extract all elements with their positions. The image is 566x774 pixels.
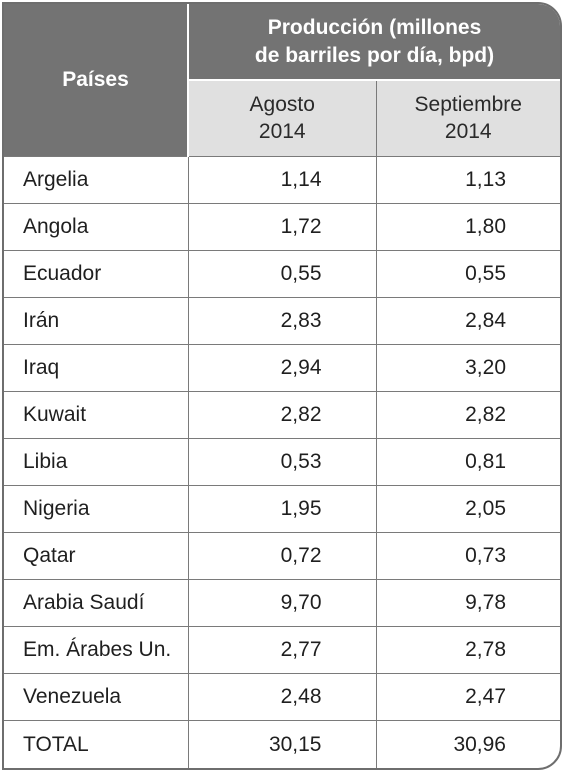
table-row: Venezuela 2,48 2,47 (4, 673, 560, 722)
country-cell: Arabia Saudí (4, 579, 189, 628)
country-cell: Angola (4, 202, 189, 251)
agosto-value-cell: 0,53 (187, 437, 377, 486)
septiembre-value-cell: 2,82 (375, 390, 560, 439)
country-cell: Irán (4, 296, 189, 345)
agosto-value-cell: 0,72 (187, 531, 377, 581)
country-cell: Venezuela (4, 673, 189, 722)
country-cell: Libia (4, 437, 189, 486)
table-row: Irán 2,83 2,84 (4, 296, 560, 345)
header-produccion-line1: Producción (millones (267, 16, 482, 40)
septiembre-value-cell: 0,73 (375, 531, 560, 581)
header-septiembre-year: 2014 (444, 120, 492, 144)
septiembre-value-cell: 9,78 (375, 579, 560, 628)
header-produccion-line2: de barriles por día, bpd) (254, 43, 495, 67)
agosto-value-cell: 1,14 (187, 155, 377, 204)
country-cell: TOTAL (4, 720, 189, 768)
table-row: Nigeria 1,95 2,05 (4, 484, 560, 534)
septiembre-value-cell: 2,05 (375, 484, 560, 534)
agosto-value-cell: 1,72 (187, 202, 377, 251)
agosto-value-cell: 1,95 (187, 484, 377, 534)
agosto-value-cell: 9,70 (187, 579, 377, 628)
agosto-value-cell: 2,77 (187, 626, 377, 675)
septiembre-value-cell: 3,20 (375, 343, 560, 392)
country-cell: Argelia (4, 155, 189, 204)
country-cell: Iraq (4, 343, 189, 392)
agosto-value-cell: 2,82 (187, 390, 377, 439)
header-produccion: Producción (millones de barriles por día… (187, 4, 560, 81)
table-row: Em. Árabes Un. 2,77 2,78 (4, 626, 560, 675)
country-cell: Kuwait (4, 390, 189, 439)
septiembre-value-cell: 0,81 (375, 437, 560, 486)
table-row: Qatar 0,72 0,73 (4, 531, 560, 581)
agosto-value-cell: 30,15 (187, 720, 377, 768)
septiembre-value-cell: 1,80 (375, 202, 560, 251)
table-row: Arabia Saudí 9,70 9,78 (4, 579, 560, 628)
septiembre-value-cell: 2,84 (375, 296, 560, 345)
oil-production-table: Países Producción (millones de barriles … (4, 4, 560, 768)
table-row: Ecuador 0,55 0,55 (4, 249, 560, 298)
table-row: Kuwait 2,82 2,82 (4, 390, 560, 439)
septiembre-value-cell: 2,47 (375, 673, 560, 722)
country-cell: Em. Árabes Un. (4, 626, 189, 675)
table-body: Argelia 1,14 1,13 Angola 1,72 1,80 Ecuador 0,55… (4, 155, 560, 768)
agosto-value-cell: 2,94 (187, 343, 377, 392)
header-septiembre-2014: Septiembre 2014 (375, 79, 560, 157)
septiembre-value-cell: 0,55 (375, 249, 560, 298)
agosto-value-cell: 2,48 (187, 673, 377, 722)
septiembre-value-cell: 30,96 (375, 720, 560, 768)
table-row: Argelia 1,14 1,13 (4, 155, 560, 204)
header-agosto-month: Agosto (249, 92, 315, 116)
header-agosto-year: 2014 (258, 120, 306, 144)
septiembre-value-cell: 2,78 (375, 626, 560, 675)
header-agosto-2014: Agosto 2014 (188, 79, 377, 157)
header-paises: Países (4, 4, 189, 157)
total-row: TOTAL 30,15 30,96 (4, 720, 560, 768)
septiembre-value-cell: 1,13 (375, 155, 560, 204)
header-septiembre-month: Septiembre (414, 92, 522, 116)
country-cell: Qatar (4, 531, 189, 581)
country-cell: Ecuador (4, 249, 189, 298)
agosto-value-cell: 0,55 (187, 249, 377, 298)
header-row-top: Países Producción (millones de barriles … (4, 4, 560, 157)
table-row: Libia 0,53 0,81 (4, 437, 560, 486)
table-row: Angola 1,72 1,80 (4, 202, 560, 251)
country-cell: Nigeria (4, 484, 189, 534)
agosto-value-cell: 2,83 (187, 296, 377, 345)
table-row: Iraq 2,94 3,20 (4, 343, 560, 392)
